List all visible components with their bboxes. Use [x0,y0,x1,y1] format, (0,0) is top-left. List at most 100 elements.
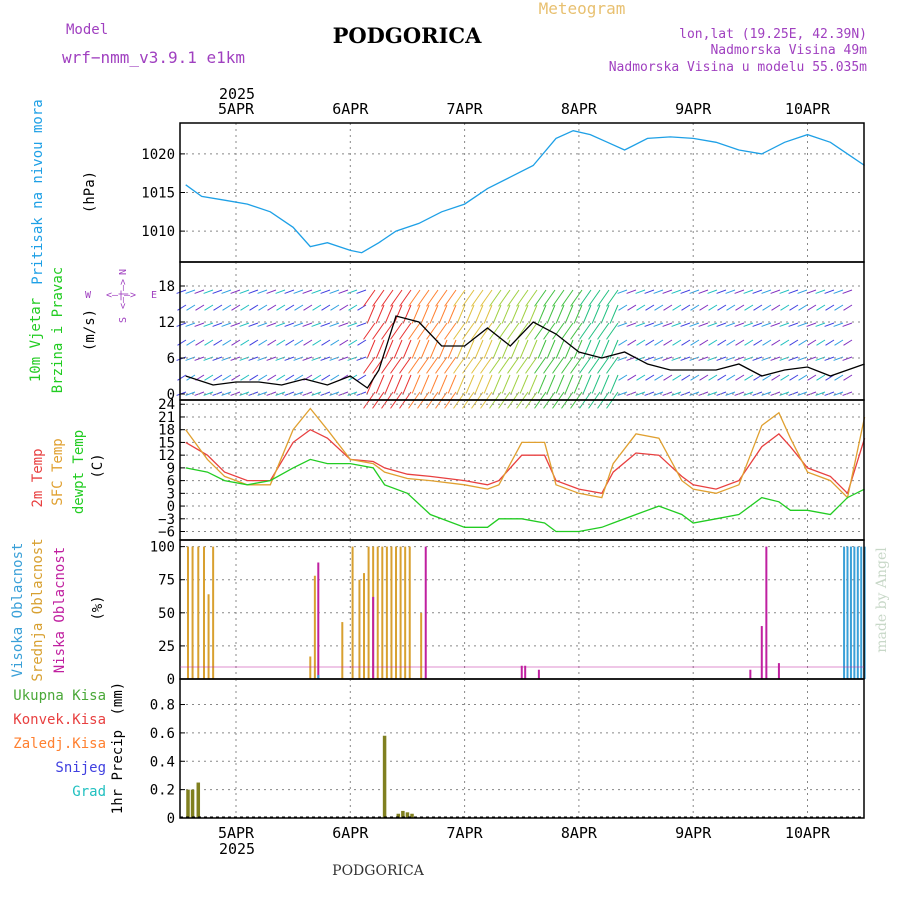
wind-barb [293,289,304,294]
wind-barb [375,339,385,359]
y-tick-label: 50 [158,606,175,622]
wind-barb [735,374,745,381]
wind-barb [240,339,250,346]
wind-barb [248,289,259,294]
wind-barb [411,339,421,359]
wind-barb [426,322,439,340]
series-line [185,428,866,495]
wind-barb [834,374,844,381]
wind-barb [339,304,349,311]
wind-barb [276,304,286,311]
wind-barb [480,356,493,374]
wind-barb [617,289,628,294]
precip-legend-item: Konvek.Kisa [13,712,106,728]
wind-barb [564,304,574,324]
wind-barb [824,322,835,327]
wind-barb [194,322,205,327]
wind-barb [743,322,754,327]
wind-barb [842,289,853,294]
wind-barb [258,374,268,381]
y-tick-label: 3 [167,486,175,502]
panel-precip: 0 0.2 0.4 0.6 0.8 [150,678,865,827]
x-tick-label-bottom: 6APR [332,824,369,842]
wind-barb [176,289,187,294]
y-tick-label: −3 [158,512,175,528]
wind-barb [275,391,286,396]
wind-barb [752,322,763,327]
wind-barb [636,339,646,346]
wind-barb [762,304,772,311]
wind-barb [438,304,448,324]
wind-barb [716,322,727,327]
wind-barb [435,289,448,307]
bar [856,546,859,679]
bar [191,546,194,679]
x-tick-label-top: 8APR [561,100,598,118]
wind-barb [507,289,520,307]
wind-barb [752,289,763,294]
x-tick-label-top: 5APR [218,100,255,118]
wind-barb [492,304,502,324]
wind-barb [825,304,835,311]
sfc-temp-label: SFC Temp [50,438,66,505]
bar [382,735,387,818]
wind-barb [294,374,304,381]
series-line [185,407,866,499]
wind-barb [185,391,196,396]
wind-barb [471,289,484,307]
wind-barb [453,322,466,340]
precip-unit: (mm) [110,682,126,716]
wind-barb [618,304,628,311]
wind-barb [537,304,547,324]
compass-h-arrow: <—|—> [106,290,136,301]
wind-barb [689,322,700,327]
wind-barb [399,322,412,340]
wind-barb [231,339,241,346]
wind-barb [429,339,439,359]
wind-barb [788,289,799,294]
wind-barb [534,289,547,307]
panel-wind: 0 6 12 18 [158,261,865,403]
wind-barb [753,304,763,311]
wind-barb [815,391,826,396]
wind-barb [653,289,664,294]
wind-barb [230,356,241,361]
wind-barb [815,322,826,327]
precip-legend-item: Ukupna Kisa [13,688,106,704]
wind-barb [663,304,673,311]
panel-frame [179,678,865,819]
wind-barb [213,339,223,346]
wind-barb [744,304,754,311]
bar [749,669,752,679]
y-tick-label: 75 [158,573,175,589]
wind-barb [321,374,331,381]
wind-barb [375,304,385,324]
wind-barb [408,356,421,374]
wind-barb [570,356,583,374]
wind-barb [329,391,340,396]
wind-barb [681,339,691,346]
wind-barb [789,339,799,346]
wind-barb [516,289,529,307]
precip-ylabel: 1hr Precip [110,730,126,814]
dewpt-label: dewpt Temp [71,430,87,514]
wind-barb [320,356,331,361]
wind-barb [762,374,772,381]
wind-barb [708,339,718,346]
wind-barb [393,374,403,394]
wind-barb [617,322,628,327]
wind-barb [788,356,799,361]
wind-barb [507,356,520,374]
wind-barb [222,304,232,311]
wind-barb [212,289,223,294]
wind-barb [408,322,421,340]
bar [196,782,201,818]
precip-label: 1hr Precip (mm) [110,682,126,814]
wind-barb [438,374,448,394]
wind-barb [771,339,781,346]
wind-barb [399,289,412,307]
bar [404,546,407,679]
wind-barb [429,374,439,394]
wind-barb [195,339,205,346]
wind-barb [680,289,691,294]
